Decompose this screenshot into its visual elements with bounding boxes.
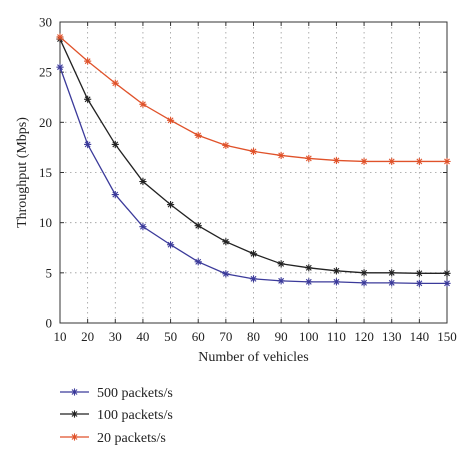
data-point — [388, 269, 396, 277]
data-point — [249, 275, 258, 283]
data-point — [388, 279, 396, 287]
data-point — [249, 250, 258, 258]
series-layer — [56, 33, 451, 287]
data-point — [305, 264, 313, 272]
data-point — [332, 278, 341, 286]
data-point — [277, 260, 285, 268]
y-tick-label: 0 — [46, 316, 53, 331]
data-point — [305, 278, 313, 286]
x-tick-label: 60 — [192, 329, 205, 344]
legend-marker — [70, 433, 79, 441]
data-point — [139, 223, 147, 231]
series-3 — [56, 33, 451, 166]
x-tick-label: 100 — [299, 329, 319, 344]
x-tick-label: 40 — [136, 329, 149, 344]
data-point — [84, 95, 92, 103]
data-point — [415, 157, 423, 166]
data-point — [360, 157, 368, 166]
data-point — [305, 154, 313, 163]
data-point — [277, 277, 285, 285]
data-point — [360, 269, 368, 277]
x-tick-label: 30 — [109, 329, 122, 344]
y-tick-label: 25 — [39, 65, 52, 80]
data-point — [222, 270, 230, 278]
x-tick-label: 120 — [354, 329, 374, 344]
legend: 500 packets/s 100 packets/s 20 packets/s — [60, 386, 173, 446]
data-point — [139, 100, 147, 108]
x-tick-label: 80 — [247, 329, 260, 344]
x-tick-label: 20 — [81, 329, 94, 344]
data-point — [84, 140, 92, 149]
x-tick-label: 10 — [54, 329, 67, 344]
x-tick-label: 130 — [382, 329, 402, 344]
data-point — [111, 79, 119, 87]
legend-marker — [70, 388, 79, 396]
data-point — [56, 63, 64, 71]
y-tick-label: 30 — [39, 15, 52, 30]
data-point — [360, 279, 368, 287]
x-axis-title: Number of vehicles — [198, 350, 308, 365]
data-point — [194, 258, 202, 266]
data-point — [415, 269, 423, 277]
legend-label: 500 packets/s — [97, 386, 173, 401]
data-point — [249, 147, 258, 156]
data-point — [194, 222, 202, 230]
data-point — [111, 190, 119, 199]
legend-label: 100 packets/s — [97, 408, 173, 423]
data-point — [84, 57, 92, 65]
x-tick-label: 140 — [410, 329, 430, 344]
data-point — [166, 241, 175, 249]
x-tick-label: 50 — [164, 329, 177, 344]
series-2 — [56, 35, 451, 277]
axis-ticks: 10 20 30 40 50 60 70 80 90 100 110 120 130 140 150 0 5 10… — [39, 15, 457, 345]
legend-item: 20 packets/s — [60, 431, 166, 446]
data-point — [443, 269, 451, 277]
series-1 — [56, 63, 451, 287]
data-point — [388, 157, 396, 166]
data-point — [332, 156, 341, 165]
x-tick-label: 110 — [327, 329, 346, 344]
legend-label: 20 packets/s — [97, 431, 166, 446]
x-tick-label: 70 — [219, 329, 232, 344]
y-tick-label: 5 — [46, 265, 53, 280]
data-point — [443, 279, 451, 287]
data-point — [56, 33, 64, 41]
data-point — [415, 279, 423, 287]
legend-marker — [70, 410, 79, 418]
y-tick-label: 10 — [39, 215, 52, 230]
data-point — [166, 201, 175, 209]
data-point — [222, 141, 230, 150]
y-axis-title: Throughput (Mbps) — [15, 117, 30, 228]
data-point — [443, 157, 451, 166]
data-point — [332, 267, 341, 275]
data-point — [111, 140, 119, 149]
x-tick-label: 150 — [437, 329, 457, 344]
data-point — [166, 116, 175, 124]
y-tick-label: 15 — [39, 165, 52, 180]
data-point — [222, 238, 230, 246]
legend-item: 100 packets/s — [60, 408, 173, 423]
y-tick-label: 20 — [39, 115, 52, 130]
data-point — [139, 177, 147, 186]
data-point — [277, 151, 285, 160]
legend-item: 500 packets/s — [60, 386, 173, 401]
data-point — [194, 131, 202, 139]
x-tick-label: 90 — [275, 329, 288, 344]
